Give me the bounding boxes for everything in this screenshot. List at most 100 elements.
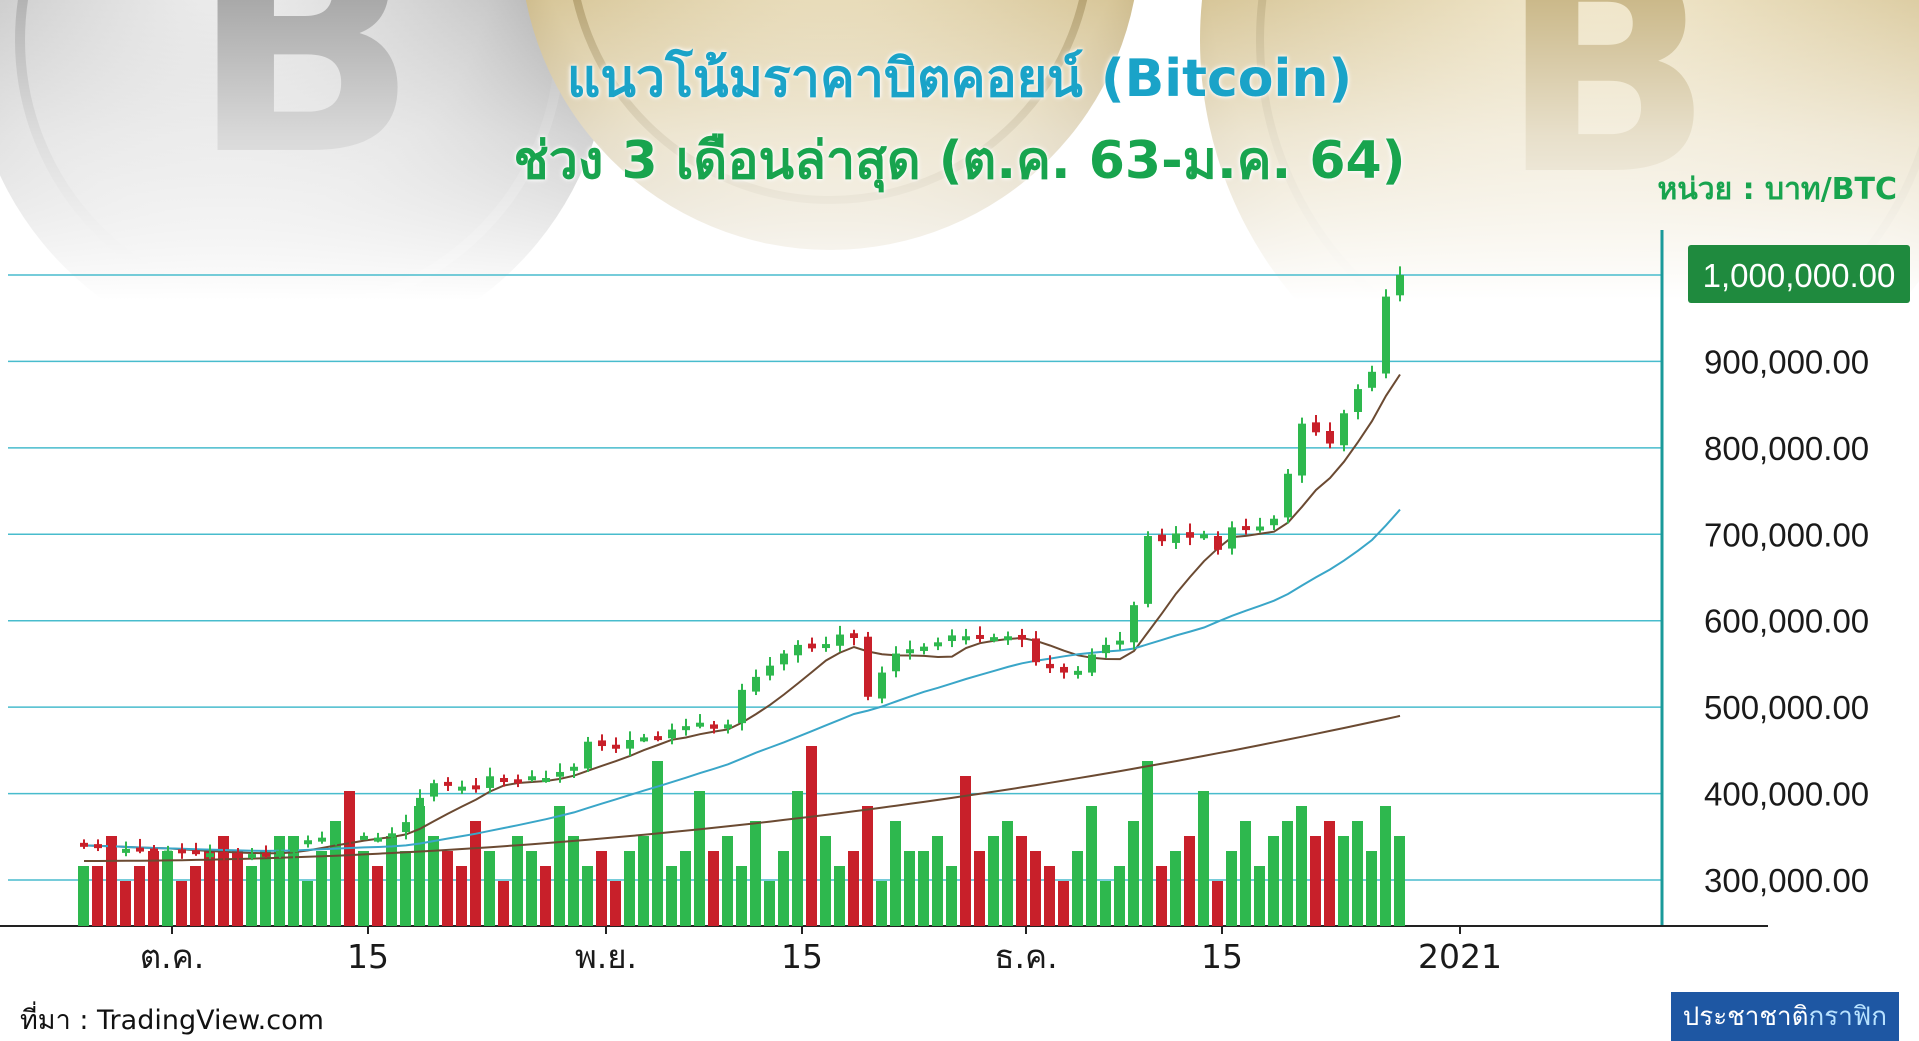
candle-body xyxy=(416,797,424,824)
volume-bar xyxy=(736,866,747,926)
candle-body xyxy=(738,689,746,724)
volume-bar xyxy=(750,821,761,926)
volume-bar xyxy=(218,836,229,926)
volume-bar xyxy=(498,881,509,926)
candle-body xyxy=(1200,534,1208,539)
volume-bar xyxy=(1170,851,1181,926)
volume-bar xyxy=(1212,881,1223,926)
candle-body xyxy=(556,771,564,777)
candle-body xyxy=(220,851,228,856)
candle-body xyxy=(486,776,494,788)
volume-bar xyxy=(848,851,859,926)
volume-bar xyxy=(246,866,257,926)
volume-bar xyxy=(1086,806,1097,926)
candle-body xyxy=(108,844,116,849)
candle-body xyxy=(1116,640,1124,645)
volume-bar xyxy=(1030,851,1041,926)
volume-bar xyxy=(834,866,845,926)
candle-body xyxy=(1130,605,1138,643)
volume-bar xyxy=(148,851,159,926)
volume-bar xyxy=(540,866,551,926)
volume-bar xyxy=(106,836,117,926)
volume-bar xyxy=(1380,806,1391,926)
volume-bar xyxy=(988,836,999,926)
candle-body xyxy=(1326,431,1334,444)
volume-bar xyxy=(162,851,173,926)
volume-bar xyxy=(372,866,383,926)
brand-logo: ประชาชาติกราฟิก xyxy=(1670,992,1899,1041)
candle-body xyxy=(752,676,760,692)
candle-body xyxy=(528,776,536,781)
candle-body xyxy=(542,778,550,783)
volume-bar xyxy=(176,881,187,926)
candle-body xyxy=(164,850,172,855)
brand-part-1: ประชาชาติ xyxy=(1682,1002,1809,1032)
x-tick-label: พ.ย. xyxy=(575,937,637,976)
chart-title-line-2: ช่วง 3 เดือนล่าสุด (ต.ค. 63-ม.ค. 64) xyxy=(513,131,1406,191)
volume-bar xyxy=(1240,821,1251,926)
chart-title-line-1: แนวโน้มราคาบิตคอยน์ (Bitcoin) xyxy=(566,49,1353,109)
volume-bar xyxy=(134,866,145,926)
volume-bar xyxy=(974,851,985,926)
volume-bar xyxy=(484,851,495,926)
volume-bars xyxy=(78,746,1405,926)
volume-bar xyxy=(92,866,103,926)
ma-mid-line xyxy=(83,508,1401,852)
candle-body xyxy=(178,849,186,854)
candle-body xyxy=(878,672,886,699)
ma-long-line xyxy=(84,714,1401,862)
x-tick-label: 15 xyxy=(1201,937,1243,976)
candle-body xyxy=(1312,422,1320,433)
candle-body xyxy=(1158,534,1166,542)
candle-body xyxy=(346,835,354,840)
x-tick-label: 15 xyxy=(781,937,823,976)
candle-body xyxy=(500,778,508,783)
price-highlight-box xyxy=(1688,245,1910,303)
candle-body xyxy=(1144,536,1152,604)
volume-bar xyxy=(1128,821,1139,926)
candle-body xyxy=(192,850,200,855)
volume-bar xyxy=(1142,761,1153,926)
candle-body xyxy=(472,785,480,790)
candle-body xyxy=(150,848,158,853)
volume-bar xyxy=(904,851,915,926)
candle-body xyxy=(1270,518,1278,526)
volume-bar xyxy=(120,881,131,926)
candle-body xyxy=(122,848,130,853)
candle-body xyxy=(1340,413,1348,446)
volume-bar xyxy=(428,836,439,926)
candle-body xyxy=(1242,526,1250,531)
candle-body xyxy=(570,766,578,771)
candle-body xyxy=(962,636,970,641)
volume-bar xyxy=(778,851,789,926)
volume-bar xyxy=(260,851,271,926)
volume-bar xyxy=(1226,851,1237,926)
volume-bar xyxy=(596,851,607,926)
volume-bar xyxy=(232,851,243,926)
candle-body xyxy=(934,642,942,647)
volume-bar xyxy=(204,851,215,926)
volume-bar xyxy=(680,851,691,926)
volume-bar xyxy=(666,866,677,926)
candle-body xyxy=(948,635,956,642)
volume-bar xyxy=(456,866,467,926)
candle-body xyxy=(794,644,802,656)
candle-body xyxy=(850,633,858,638)
candle-body xyxy=(1228,527,1236,549)
volume-bar xyxy=(1072,851,1083,926)
y-tick-label: 1,000,000.00 xyxy=(1703,257,1896,294)
volume-bar xyxy=(302,881,313,926)
source-note: ที่มา : TradingView.com xyxy=(20,1005,324,1036)
candle-body xyxy=(94,844,102,849)
volume-bar xyxy=(1282,821,1293,926)
candle-body xyxy=(584,741,592,769)
candle-body xyxy=(1214,536,1222,550)
y-tick-label: 400,000.00 xyxy=(1704,776,1869,813)
volume-bar xyxy=(526,851,537,926)
volume-bar xyxy=(1100,881,1111,926)
candle-body xyxy=(1368,371,1376,388)
volume-bar xyxy=(610,881,621,926)
x-tick-label: ต.ค. xyxy=(140,937,205,976)
candle-body xyxy=(1382,296,1390,374)
